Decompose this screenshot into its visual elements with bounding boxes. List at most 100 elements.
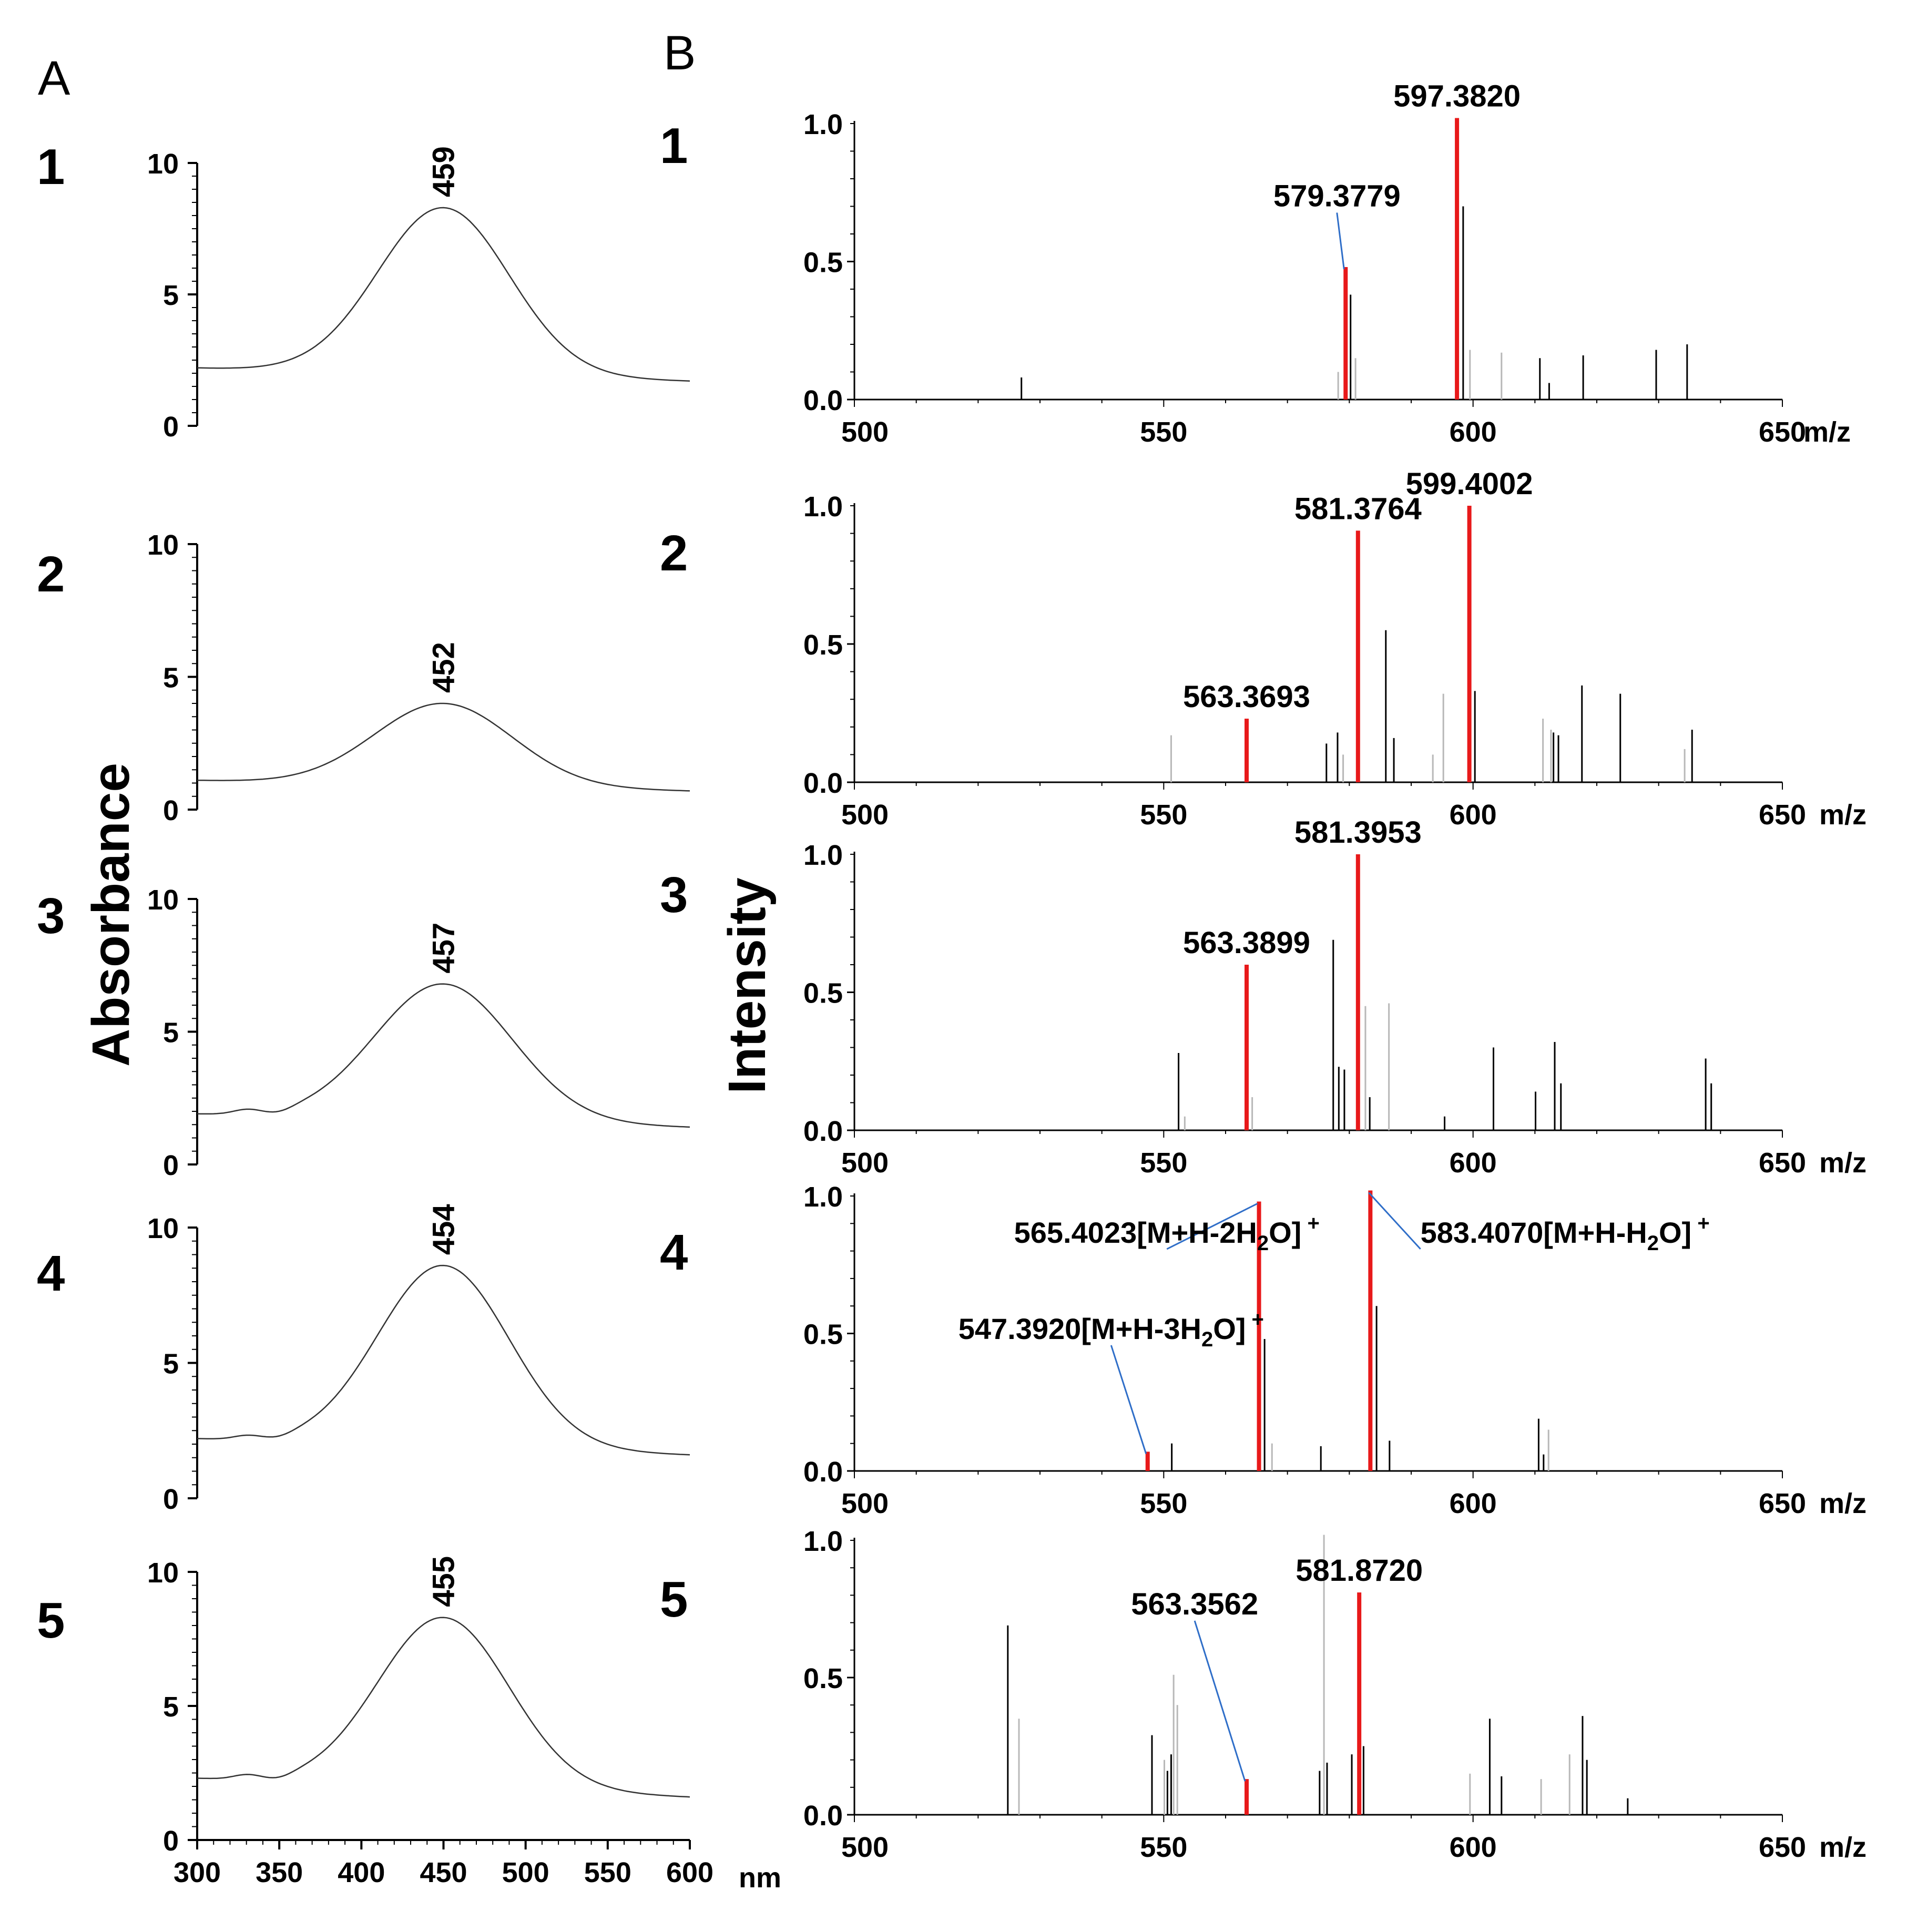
label-superscript: +: [1301, 1212, 1319, 1235]
panel-b-row-label: 1: [660, 118, 688, 174]
x-tick-label: 300: [174, 1857, 221, 1888]
x-tick-label: 600: [1450, 416, 1497, 448]
x-tick-label: 550: [1140, 416, 1187, 448]
x-tick-label: 500: [841, 1147, 889, 1179]
panel-a-xunit: nm: [739, 1862, 781, 1894]
x-tick-label: 550: [584, 1857, 631, 1888]
x-tick-label: 500: [841, 416, 889, 448]
y-tick-label: 1.0: [803, 1526, 843, 1557]
panel-b-ylabel: Intensity: [718, 877, 777, 1094]
y-tick-label: 10: [147, 1213, 179, 1244]
peak-mz-label: 581.3764: [1294, 492, 1422, 526]
panel-b-row-label: 3: [660, 867, 688, 923]
panel-b-row-label: 4: [660, 1224, 688, 1281]
y-tick-label: 5: [163, 280, 179, 311]
x-tick-label: 500: [502, 1857, 549, 1888]
peak-mz-label: 565.4023[M+H-2H2O] +: [1014, 1212, 1320, 1255]
x-tick-label: 500: [841, 1488, 889, 1519]
y-tick-label: 0.5: [803, 247, 843, 279]
peak-wavelength-label: 459: [427, 146, 461, 197]
y-tick-label: 5: [163, 1691, 179, 1723]
y-tick-label: 0: [163, 1150, 179, 1181]
panel-b-row-label: 2: [660, 525, 688, 581]
x-tick-label: 600: [1450, 1488, 1497, 1519]
panel-a-row-label: 3: [37, 888, 65, 944]
callout-line: [1368, 1192, 1421, 1250]
chart-b3: 0.0 0.5 1.0 500 550 600 650 m/z 581.3953 563.3899: [803, 815, 1867, 1179]
panel-a-letter: A: [38, 52, 70, 105]
panel-b-row-label: 5: [660, 1571, 688, 1628]
y-tick-label: 5: [163, 662, 179, 694]
x-tick-label: 350: [256, 1857, 303, 1888]
x-unit-label: m/z: [1803, 416, 1851, 448]
peak-mz-label: 597.3820: [1393, 79, 1521, 114]
y-tick-label: 0: [163, 1825, 179, 1857]
chart-b5: 0.0 0.5 1.0 500 550 600 650 m/z 581.8720 563.3562: [803, 1526, 1867, 1863]
panel-a-row-label: 4: [37, 1245, 65, 1302]
y-tick-label: 10: [147, 884, 179, 916]
absorbance-curve: [197, 983, 690, 1128]
x-tick-label: 600: [1450, 1832, 1497, 1863]
peak-mz-label: 563.3693: [1183, 680, 1310, 714]
peak-mz-label: 563.3562: [1131, 1587, 1258, 1621]
y-tick-label: 0.5: [803, 629, 843, 661]
label-tail: O]: [1269, 1216, 1301, 1249]
y-tick-label: 0.5: [803, 1663, 843, 1694]
chart-b2: 0.0 0.5 1.0 500 550 600 650 m/z 599.4002581.3764…: [803, 467, 1867, 831]
panel-a-row-label: 1: [37, 139, 65, 195]
callout-line: [1110, 1345, 1147, 1454]
label-subscript: 2: [1647, 1232, 1659, 1255]
absorbance-curve: [197, 702, 690, 792]
y-tick-label: 0.5: [803, 978, 843, 1009]
peak-mz-label: 547.3920[M+H-3H2O] +: [958, 1308, 1264, 1351]
x-tick-label: 650: [1759, 416, 1806, 448]
absorbance-curve: [197, 207, 690, 382]
label-superscript: +: [1246, 1308, 1263, 1331]
y-tick-label: 1.0: [803, 840, 843, 871]
label-superscript: +: [1691, 1212, 1709, 1235]
x-unit-label: m/z: [1819, 799, 1867, 831]
x-tick-label: 550: [1140, 1488, 1187, 1519]
y-tick-label: 0.0: [803, 1116, 843, 1147]
label-tail: O]: [1659, 1216, 1691, 1249]
x-tick-label: 550: [1140, 799, 1187, 831]
y-tick-label: 0: [163, 1484, 179, 1515]
x-tick-label: 600: [1450, 799, 1497, 831]
label-main: 583.4070[M+H-H: [1421, 1216, 1647, 1249]
y-tick-label: 5: [163, 1348, 179, 1380]
y-tick-label: 0.0: [803, 1800, 843, 1832]
peak-mz-label: 599.4002: [1406, 467, 1533, 501]
x-unit-label: m/z: [1819, 1147, 1867, 1179]
chart-a4: 0 5 10 454: [147, 1204, 690, 1515]
x-tick-label: 650: [1759, 1488, 1806, 1519]
y-tick-label: 0: [163, 411, 179, 443]
chart-a3: 0 5 10 457: [147, 884, 690, 1181]
absorbance-curve: [197, 1617, 690, 1798]
y-tick-label: 0.5: [803, 1319, 843, 1351]
y-tick-label: 10: [147, 1557, 179, 1589]
y-tick-label: 0.0: [803, 385, 843, 416]
label-subscript: 2: [1257, 1232, 1269, 1255]
y-tick-label: 5: [163, 1017, 179, 1049]
x-tick-label: 450: [420, 1857, 467, 1888]
x-tick-label: 650: [1759, 1147, 1806, 1179]
panel-b-letter: B: [664, 26, 696, 80]
y-tick-label: 1.0: [803, 1181, 843, 1213]
chart-a1: 0 5 10 459: [147, 146, 690, 443]
y-tick-label: 1.0: [803, 491, 843, 523]
callout-line: [1166, 1203, 1258, 1250]
peak-wavelength-label: 454: [427, 1204, 461, 1255]
x-tick-label: 400: [338, 1857, 385, 1888]
panel-a-row-label: 5: [37, 1592, 65, 1649]
label-main: 547.3920[M+H-3H: [958, 1312, 1201, 1345]
x-tick-label: 500: [841, 1832, 889, 1863]
peak-mz-label: 583.4070[M+H-H2O] +: [1421, 1212, 1710, 1255]
chart-a2: 0 5 10 452: [147, 529, 690, 826]
x-tick-label: 550: [1140, 1147, 1187, 1179]
chart-a5: 0 5 10 300 350 400 450 500 550 600 455: [147, 1556, 713, 1888]
y-tick-label: 10: [147, 148, 179, 180]
